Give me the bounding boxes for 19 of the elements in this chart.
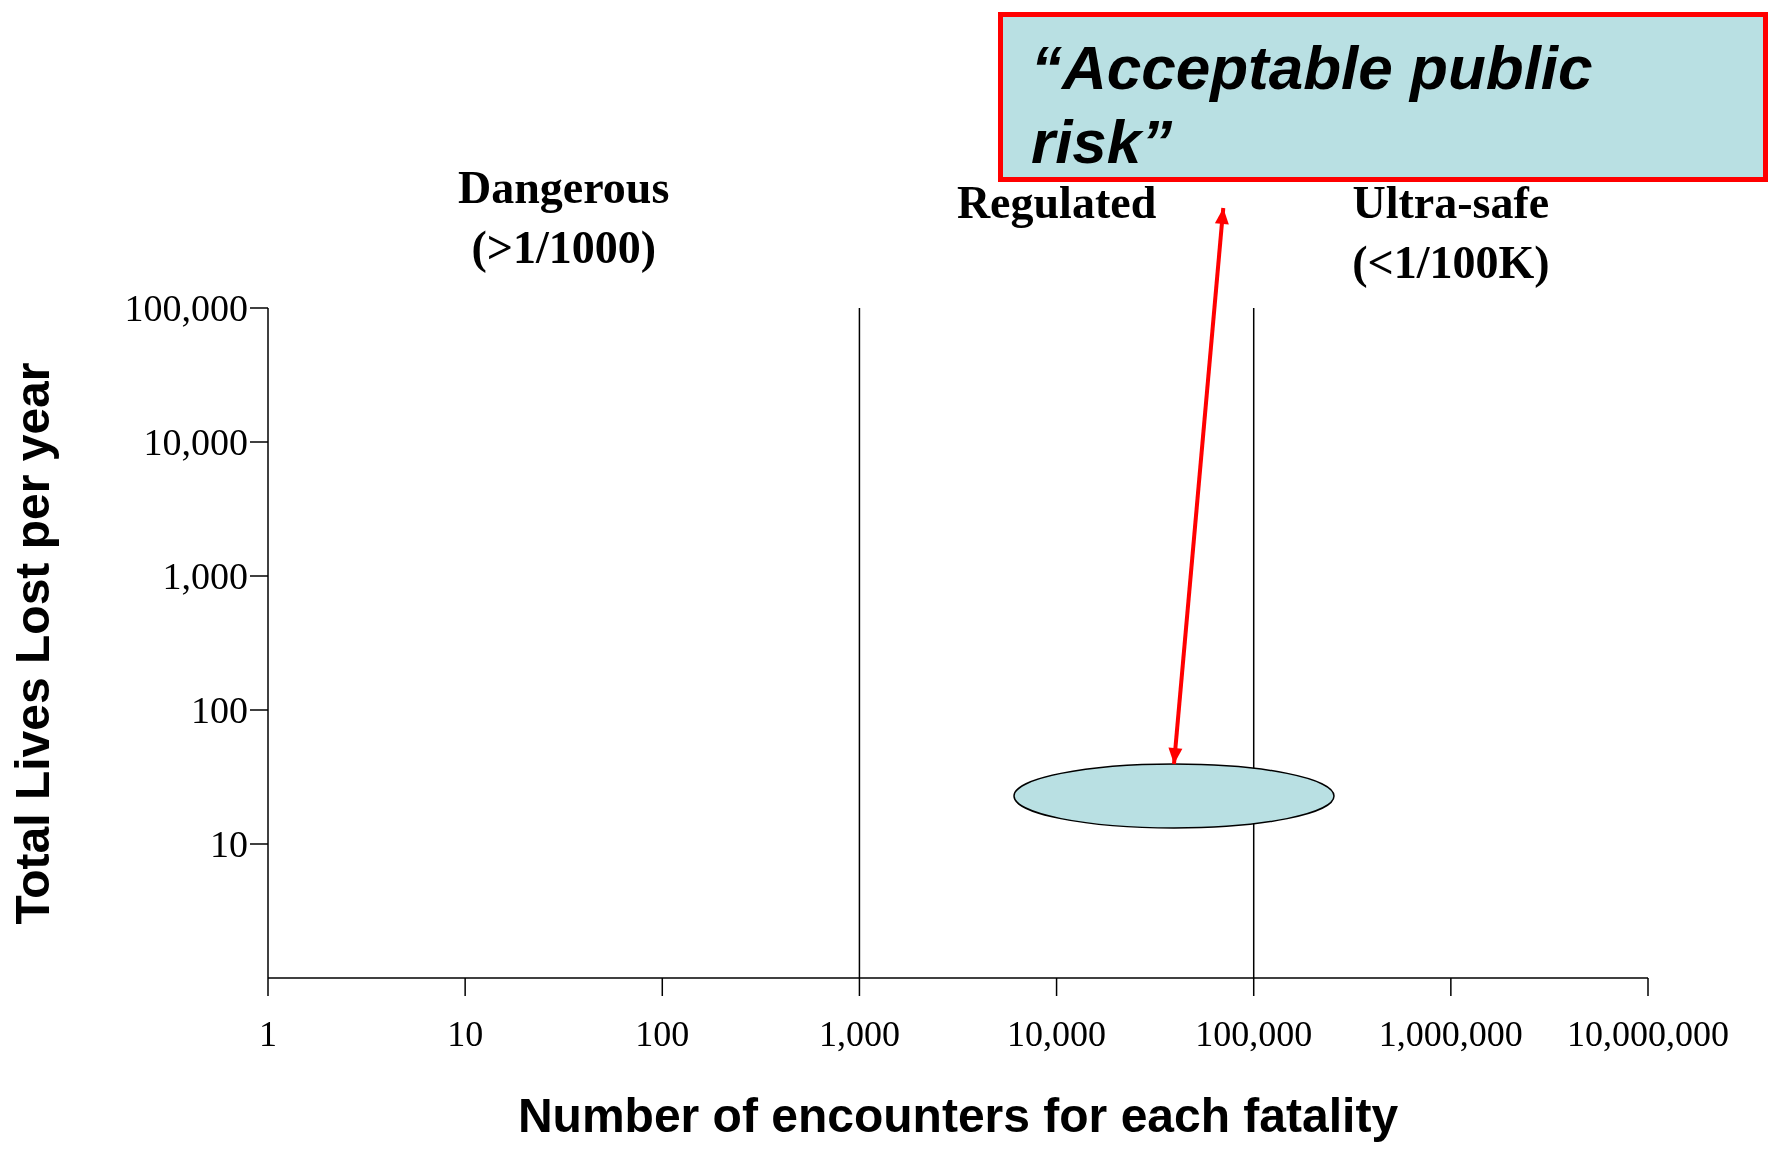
text: Ultra-safe (<1/100K)	[1351, 176, 1551, 290]
x-tick-label: 1	[259, 1013, 277, 1054]
x-tick-label: 1,000,000	[1378, 1013, 1523, 1054]
x-axis-title: Number of encounters for each fatality	[516, 1088, 1400, 1143]
x-tick-label: 100	[635, 1013, 690, 1054]
y-tick-label: 1,000	[162, 555, 248, 598]
text: Regulated	[956, 177, 1157, 228]
x-tick-label: 1,000	[818, 1013, 900, 1054]
x-tick-label: 100,000	[1195, 1013, 1313, 1054]
x-tick-label: 10,000,000	[1567, 1013, 1729, 1054]
y-tick-label: 100	[191, 689, 248, 732]
y-axis-title: Total Lives Lost per year	[5, 362, 61, 924]
x-tick-label: 10,000	[1007, 1013, 1107, 1054]
text: “Acceptable public risk”	[1031, 33, 1593, 177]
text: Dangerous (>1/1000)	[457, 161, 671, 275]
y-tick-label: 10,000	[143, 421, 248, 464]
y-tick-label: 100,000	[124, 287, 248, 330]
y-tick-label: 10	[210, 823, 248, 866]
x-tick-label: 10	[447, 1013, 484, 1054]
